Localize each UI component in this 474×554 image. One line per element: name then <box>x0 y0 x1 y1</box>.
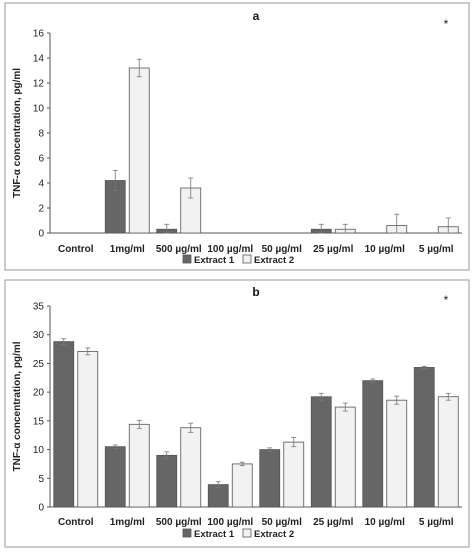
legend-label: Extract 2 <box>254 255 294 266</box>
bar-extract-1 <box>310 396 332 508</box>
x-category-label: 50 µg/ml <box>262 517 302 528</box>
x-category-label: 5 µg/ml <box>419 517 454 528</box>
x-category-label: 50 µg/ml <box>262 244 302 255</box>
y-tick-label: 10 <box>33 104 45 115</box>
x-category-label: Control <box>58 244 94 255</box>
legend-label: Extract 1 <box>194 529 235 540</box>
significance-annotation: * <box>444 293 449 307</box>
chart-panel-b: b * 0 5 10 15 20 25 30 35 TNF-α concentration, pg/… <box>4 279 470 548</box>
legend-swatch-extract-2 <box>242 528 252 538</box>
bar-extract-2 <box>180 427 202 508</box>
bar-extract-1 <box>156 454 178 508</box>
x-category-label: 1mg/ml <box>110 517 145 528</box>
bar-extract-1 <box>207 484 229 508</box>
legend-swatch-extract-2 <box>242 254 252 264</box>
x-category-label: 5 µg/ml <box>419 244 454 255</box>
chart-title: a <box>253 9 260 23</box>
legend-swatch-extract-1 <box>182 254 192 264</box>
y-tick-label: 25 <box>33 359 45 370</box>
y-tick-label: 5 <box>38 474 44 485</box>
chart-title: b <box>252 285 259 299</box>
y-tick-label: 0 <box>38 503 44 514</box>
y-tick-label: 2 <box>38 204 44 215</box>
bar-extract-1 <box>53 341 75 508</box>
x-category-label: 100 µg/ml <box>207 517 253 528</box>
bar-extract-2 <box>437 396 459 508</box>
x-category-label: 100 µg/ml <box>207 244 253 255</box>
y-tick-label: 6 <box>38 154 44 165</box>
x-category-label: 25 µg/ml <box>313 244 353 255</box>
bar-extract-2 <box>334 406 356 508</box>
bar-extract-2 <box>386 399 408 508</box>
bar-extract-2 <box>283 441 305 508</box>
bar-extract-2 <box>128 67 150 234</box>
y-axis-label: TNF-α concentration, pg/ml <box>12 68 23 198</box>
significance-annotation: * <box>444 17 449 31</box>
y-tick-label: 16 <box>33 29 45 40</box>
legend-label: Extract 2 <box>254 529 294 540</box>
y-tick-label: 35 <box>33 302 45 313</box>
y-tick-label: 12 <box>33 79 45 90</box>
y-tick-label: 30 <box>33 330 45 341</box>
y-tick-label: 20 <box>33 388 45 399</box>
bar-extract-1 <box>104 446 126 508</box>
legend-label: Extract 1 <box>194 255 235 266</box>
y-tick-label: 15 <box>33 416 45 427</box>
y-tick-label: 10 <box>33 445 45 456</box>
bar-extract-2 <box>231 463 253 508</box>
x-category-label: 1mg/ml <box>110 244 145 255</box>
x-category-label: 10 µg/ml <box>365 517 405 528</box>
y-tick-label: 0 <box>38 229 44 240</box>
bar-extract-1 <box>259 449 281 508</box>
bar-extract-1 <box>413 367 435 508</box>
y-tick-label: 4 <box>38 179 44 190</box>
chart-panel-a: a * 0 2 4 6 8 10 12 14 16 TNF-α concentration, pg/m… <box>4 2 470 271</box>
y-axis-label: TNF-α concentration, pg/ml <box>12 341 23 471</box>
x-category-label: 25 µg/ml <box>313 517 353 528</box>
x-category-label: 500 µg/ml <box>156 244 202 255</box>
x-category-label: 500 µg/ml <box>156 517 202 528</box>
bar-extract-2 <box>77 350 99 508</box>
x-category-label: Control <box>58 517 94 528</box>
bar-extract-1 <box>362 380 384 508</box>
y-tick-label: 14 <box>33 54 45 65</box>
legend-swatch-extract-1 <box>182 528 192 538</box>
x-category-label: 10 µg/ml <box>365 244 405 255</box>
y-tick-label: 8 <box>38 129 44 140</box>
bar-extract-2 <box>128 423 150 508</box>
